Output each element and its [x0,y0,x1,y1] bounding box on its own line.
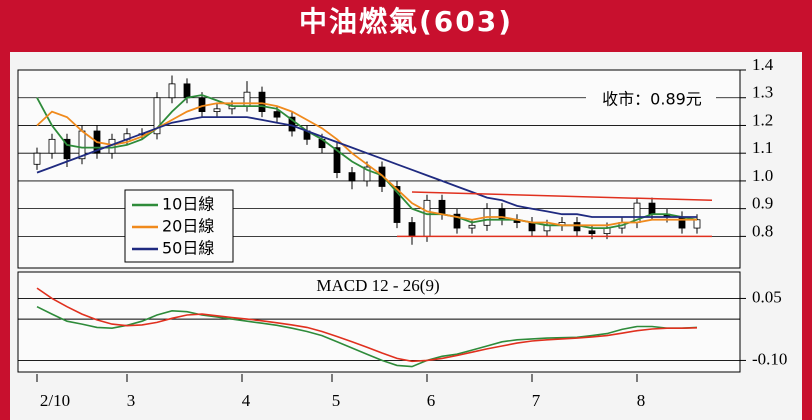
y-tick-label: 1.2 [752,110,773,129]
x-tick-label: 6 [427,391,436,410]
legend-label: 50日線 [162,239,214,258]
y-tick-label: 0.8 [752,221,773,240]
x-tick-label: 4 [242,391,251,410]
annotation-background [586,88,716,112]
candle-body [183,83,191,99]
candle-body [438,199,446,215]
y-tick-label: 1.3 [752,83,773,102]
candle-body [168,83,176,99]
page-title: 中油燃氣(603) [298,5,514,38]
candle-body [258,91,266,112]
candle-body [48,138,56,154]
candle-body [378,166,386,187]
trend-line [411,191,713,202]
candle-body [198,97,206,112]
macd-title: MACD 12 - 26(9) [316,276,439,295]
candle-body [333,147,341,174]
y-tick-label: 1.4 [752,55,774,74]
y-tick-label: 0.05 [752,287,782,306]
candle-body [693,219,701,229]
legend-label: 10日線 [162,195,214,214]
moving-average-line [36,102,697,227]
candle-body [363,166,371,182]
close-annotation: 收市：0.89元 [602,90,702,109]
x-tick-label: 5 [332,391,341,410]
candle-body [588,230,596,235]
candle-body [63,138,71,160]
candle-body [33,152,41,165]
candle-body [453,213,461,229]
y-tick-label: -0.10 [752,349,787,368]
candle-body [423,199,431,237]
candle-body [153,97,161,135]
plot-layer: 0.8 0.9 1.0 1.1 1.2 1.3 1.4 -0.10 0.05 2/10 3 4 5 6 7 8 [18,55,787,410]
candle-body [393,186,401,223]
y-tick-label: 1.1 [752,138,773,157]
candle-body [213,108,221,112]
candle-body [648,202,656,215]
x-tick-label: 3 [127,391,136,410]
candle-body [273,111,281,118]
candle-body [348,172,356,182]
macd-line [36,287,698,363]
x-tick-label: 8 [637,391,646,410]
moving-average-line [36,116,697,218]
candle-body [468,224,476,229]
x-tick-label: 2/10 [40,391,70,410]
candle-body [408,222,416,237]
x-tick-label: 7 [532,391,541,410]
candle-body [678,216,686,229]
y-tick-label: 1.0 [752,166,773,185]
legend-label: 20日線 [162,217,214,236]
macd-line [36,305,698,368]
moving-average-line [36,94,698,229]
candle-body [573,222,581,232]
y-tick-label: 0.9 [752,194,773,213]
